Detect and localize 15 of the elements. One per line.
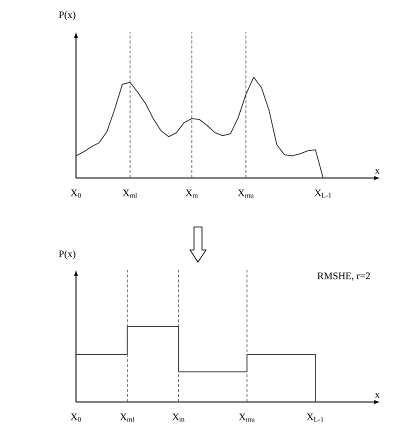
x-tick-label: X$_{mu}$ — [238, 414, 255, 422]
y-axis-title: P(x) — [58, 250, 76, 260]
x-tick-label: X$_{0}$ — [70, 414, 81, 422]
x-tick-label: X$_{mu}$ — [238, 190, 254, 198]
y-axis-title: P(x) — [58, 11, 76, 20]
x-tick-label: X$_{ml}$ — [120, 414, 134, 422]
x-axis-title: x — [374, 393, 380, 398]
x-tick-label: X$_{m}$ — [172, 414, 185, 422]
x-tick-label: X$_{L-1}$ — [314, 190, 332, 198]
x-tick-label: X$_{m}$ — [186, 190, 198, 198]
x-tick-label: X$_{L-1}$ — [306, 414, 324, 422]
x-tick-label: X$_{ml}$ — [122, 190, 137, 198]
x-tick-label: X$_{0}$ — [70, 190, 81, 198]
x-axis-title: x — [374, 169, 380, 174]
text: RMSHE, r=2 — [317, 272, 370, 281]
